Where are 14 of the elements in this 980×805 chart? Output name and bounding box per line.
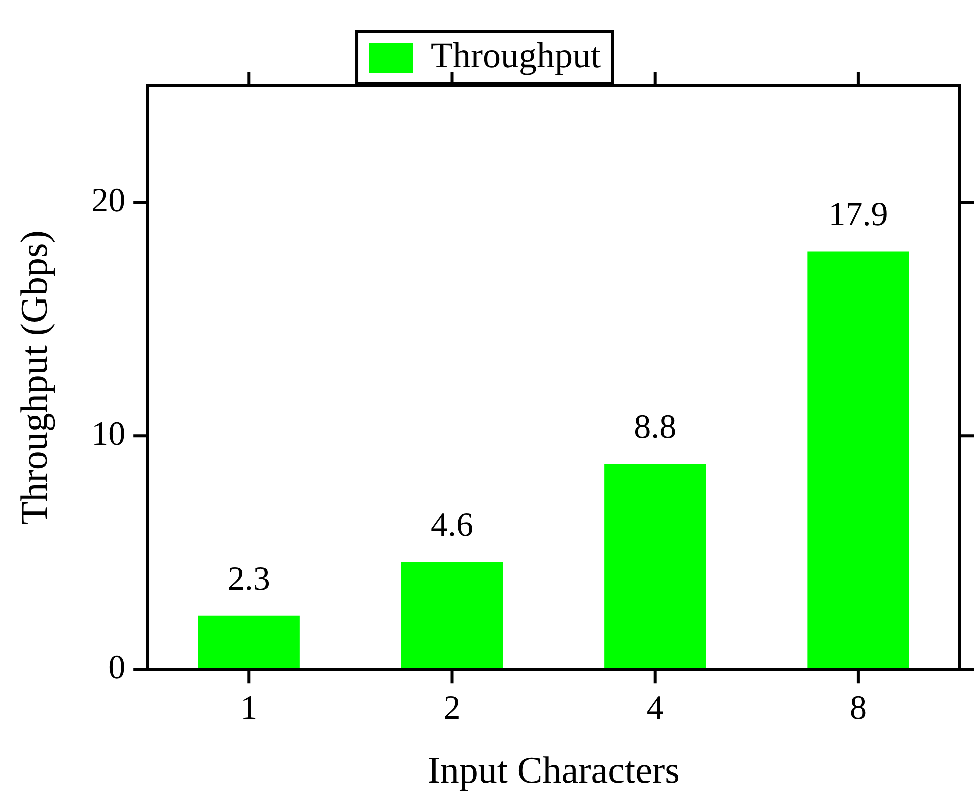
data-label: 17.9 bbox=[828, 196, 888, 234]
y-tick-label: 10 bbox=[92, 416, 126, 454]
x-tick-label: 1 bbox=[240, 690, 258, 727]
y-tick-label: 0 bbox=[108, 650, 126, 687]
x-axis-title: Input Characters bbox=[428, 750, 680, 792]
x-tick-label: 2 bbox=[444, 690, 461, 727]
data-label: 8.8 bbox=[634, 409, 677, 446]
x-tick-label: 8 bbox=[850, 690, 867, 727]
legend-label: Throughput bbox=[431, 35, 601, 76]
data-label: 2.3 bbox=[228, 560, 270, 598]
y-tick-label: 20 bbox=[92, 182, 126, 220]
y-axis-title: Throughput (Gbps) bbox=[14, 230, 56, 526]
data-label: 4.6 bbox=[431, 507, 474, 544]
x-tick-label: 4 bbox=[646, 690, 664, 727]
